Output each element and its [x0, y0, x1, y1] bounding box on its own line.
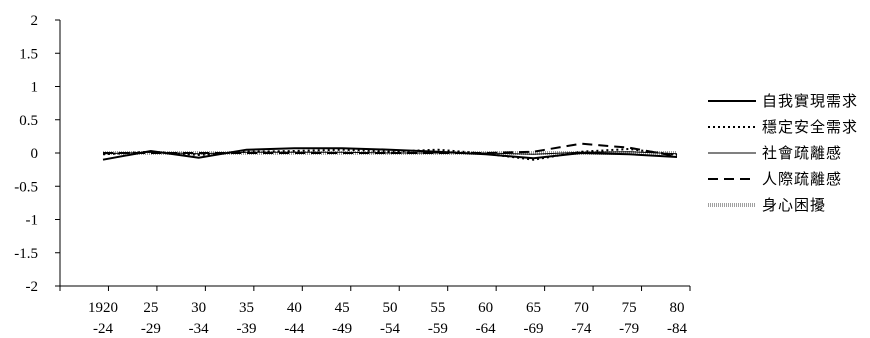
x-tick-label-top: 35 [239, 300, 254, 316]
x-tick-label-top: 30 [191, 300, 206, 316]
y-tick-label: 1 [31, 80, 39, 96]
x-tick-label-bottom: -24 [93, 321, 113, 337]
x-tick-label-top: 45 [335, 300, 350, 316]
legend-label: 人際疏離感 [762, 170, 842, 188]
x-tick-label-top: 70 [574, 300, 589, 316]
x-tick-label-bottom: -64 [476, 321, 496, 337]
x-tick-label-top: 60 [478, 300, 493, 316]
x-tick-label-bottom: -34 [189, 321, 209, 337]
y-tick-label: 1.5 [19, 46, 38, 62]
y-tick-label: 0.5 [19, 113, 38, 129]
x-tick-label-top: 75 [622, 300, 637, 316]
x-tick-label-top: 65 [526, 300, 541, 316]
x-tick-label-bottom: -54 [380, 321, 400, 337]
x-tick-label-bottom: -79 [619, 321, 639, 337]
y-tick-label: -2 [26, 279, 39, 295]
y-tick-label: -1 [26, 213, 39, 229]
y-tick-label: -1.5 [14, 246, 38, 262]
x-tick-label-top: 40 [287, 300, 302, 316]
x-tick-label-bottom: -29 [141, 321, 161, 337]
x-tick-label-top: 50 [383, 300, 398, 316]
series-line-1 [102, 147, 678, 161]
series-lines [102, 142, 678, 161]
axes: 2 1.5 1 0.5 0 -0.5 -1 -1.5 -2 1920 -24 25 -29 30 -34 35… [14, 13, 691, 337]
legend-label: 社會疏離感 [762, 144, 842, 162]
legend-label: 自我實現需求 [762, 92, 858, 110]
x-tick-label-bottom: -74 [571, 321, 591, 337]
legend-label: 身心困擾 [762, 196, 826, 214]
x-tick-label-bottom: -69 [524, 321, 544, 337]
x-tick-label-top: 80 [670, 300, 685, 316]
x-tick-label-top: 25 [143, 300, 158, 316]
x-tick-label-top: 55 [430, 300, 445, 316]
x-tick-label-bottom: -84 [667, 321, 687, 337]
x-tick-label-top: 1920 [88, 300, 118, 316]
series-line-2 [102, 147, 678, 161]
legend-label: 穩定安全需求 [762, 118, 858, 136]
x-tick-label-bottom: -49 [332, 321, 352, 337]
x-tick-label-bottom: -59 [428, 321, 448, 337]
x-tick-label-bottom: -44 [284, 321, 304, 337]
y-tick-label: -0.5 [14, 179, 38, 195]
x-tick-label-bottom: -39 [237, 321, 257, 337]
y-tick-label: 0 [31, 146, 39, 162]
y-tick-label: 2 [31, 13, 39, 29]
